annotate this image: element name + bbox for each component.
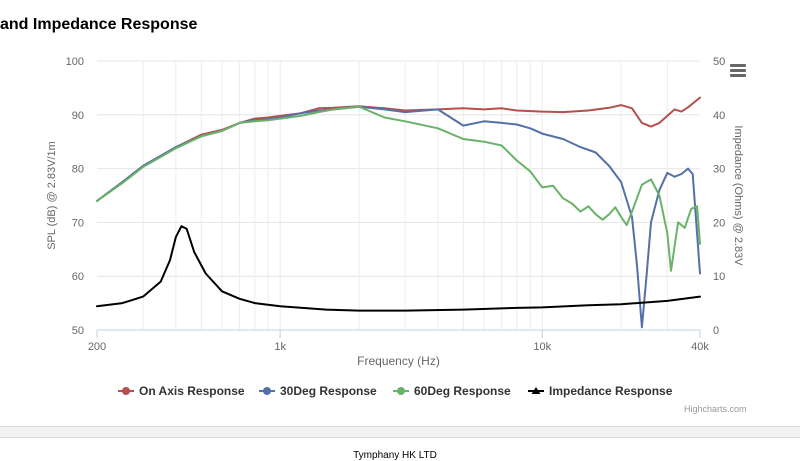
- x-axis-title: Frequency (Hz): [357, 354, 440, 368]
- y-right-tick-label: 0: [713, 325, 719, 337]
- legend-item-60deg-response[interactable]: 60Deg Response: [393, 384, 511, 398]
- legend-item-impedance-response[interactable]: Impedance Response: [528, 384, 673, 398]
- x-tick-label: 1k: [274, 341, 286, 353]
- y-right-axis-title: Impedance (Ohms) @ 2.83V: [732, 125, 744, 266]
- y-left-tick-label: 80: [72, 164, 84, 176]
- x-tick-label: 10k: [533, 341, 551, 353]
- legend-marker: [531, 387, 541, 394]
- legend-label: 30Deg Response: [280, 384, 377, 398]
- footer-divider: [0, 426, 800, 438]
- legend-label: On Axis Response: [139, 384, 245, 398]
- legend-marker: [263, 387, 271, 395]
- y-left-tick-label: 100: [66, 56, 84, 68]
- legend-item-30deg-response[interactable]: 30Deg Response: [259, 384, 377, 398]
- series-layer: [96, 96, 701, 329]
- y-right-tick-label: 30: [713, 164, 725, 176]
- y-left-tick-label: 70: [72, 217, 84, 229]
- x-tick-label: 200: [88, 341, 106, 353]
- series-line-impedance-response: [96, 225, 701, 312]
- series-line-30deg-response: [96, 105, 701, 329]
- series-line-60deg-response: [96, 105, 701, 272]
- y-left-tick-label: 50: [72, 325, 84, 337]
- legend-marker: [122, 387, 130, 395]
- axis-layer: 200 1k 10k 40k 50 60 70 80 90 100 0 10 20 30 40 50 Frequ…: [46, 56, 744, 368]
- y-right-tick-label: 40: [713, 110, 725, 122]
- y-left-tick-label: 60: [72, 271, 84, 283]
- credits-link[interactable]: Highcharts.com: [684, 404, 747, 414]
- y-right-tick-label: 50: [713, 56, 725, 68]
- footer-text: Tymphany HK LTD: [353, 450, 437, 461]
- page-title: and Impedance Response: [0, 16, 198, 33]
- y-right-tick-label: 20: [713, 217, 725, 229]
- x-tick-label: 40k: [691, 341, 709, 353]
- legend-label: Impedance Response: [549, 384, 673, 398]
- series-line-on-axis-response: [96, 96, 701, 202]
- legend-label: 60Deg Response: [414, 384, 511, 398]
- menu-icon[interactable]: [730, 64, 746, 78]
- legend-marker: [397, 387, 405, 395]
- y-right-tick-label: 10: [713, 271, 725, 283]
- grid-layer: [97, 60, 700, 331]
- legend: On Axis Response 30Deg Response 60Deg Resp…: [118, 384, 673, 398]
- legend-item-on-axis-response[interactable]: On Axis Response: [118, 384, 245, 398]
- y-left-tick-label: 90: [72, 110, 84, 122]
- y-left-axis-title: SPL (dB) @ 2.83V/1m: [46, 141, 58, 250]
